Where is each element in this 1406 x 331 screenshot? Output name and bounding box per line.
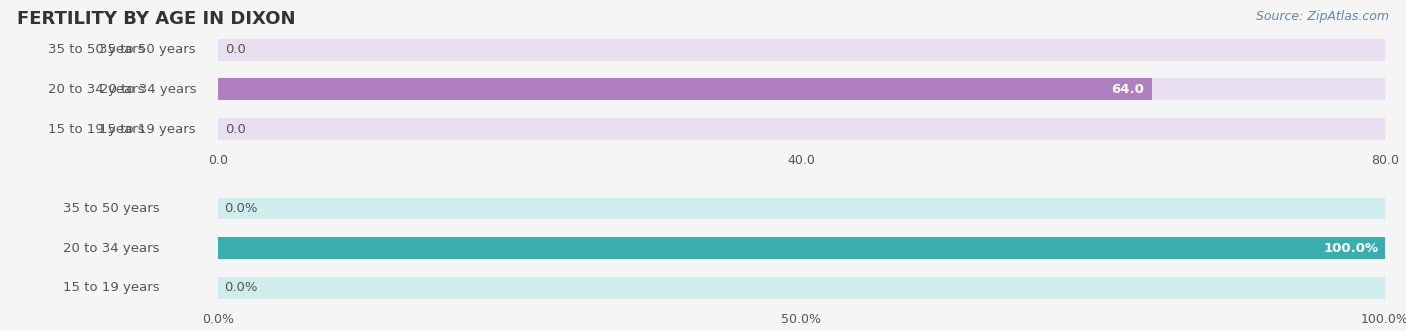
Text: 0.0: 0.0	[225, 122, 246, 136]
Bar	[218, 237, 1385, 259]
Bar	[218, 277, 1385, 299]
Text: 20 to 34 years: 20 to 34 years	[100, 83, 195, 96]
Bar	[218, 78, 1385, 100]
Text: 15 to 19 years: 15 to 19 years	[63, 281, 160, 295]
Text: 35 to 50 years: 35 to 50 years	[63, 202, 160, 215]
Text: 15 to 19 years: 15 to 19 years	[48, 122, 145, 136]
Text: 35 to 50 years: 35 to 50 years	[100, 43, 195, 56]
Text: 0.0%: 0.0%	[224, 281, 257, 295]
Text: 20 to 34 years: 20 to 34 years	[48, 83, 145, 96]
Bar	[218, 237, 1385, 259]
Text: 100.0%: 100.0%	[1324, 242, 1379, 255]
Text: 15 to 19 years: 15 to 19 years	[100, 122, 195, 136]
Text: 20 to 34 years: 20 to 34 years	[63, 242, 160, 255]
Bar	[218, 39, 1385, 61]
Text: 0.0: 0.0	[225, 43, 246, 56]
Text: 0.0%: 0.0%	[224, 202, 257, 215]
Text: 35 to 50 years: 35 to 50 years	[48, 43, 145, 56]
Text: Source: ZipAtlas.com: Source: ZipAtlas.com	[1256, 10, 1389, 23]
Bar	[218, 78, 1152, 100]
Text: 64.0: 64.0	[1111, 83, 1144, 96]
Bar	[218, 118, 1385, 140]
Text: FERTILITY BY AGE IN DIXON: FERTILITY BY AGE IN DIXON	[17, 10, 295, 28]
Bar	[218, 198, 1385, 219]
